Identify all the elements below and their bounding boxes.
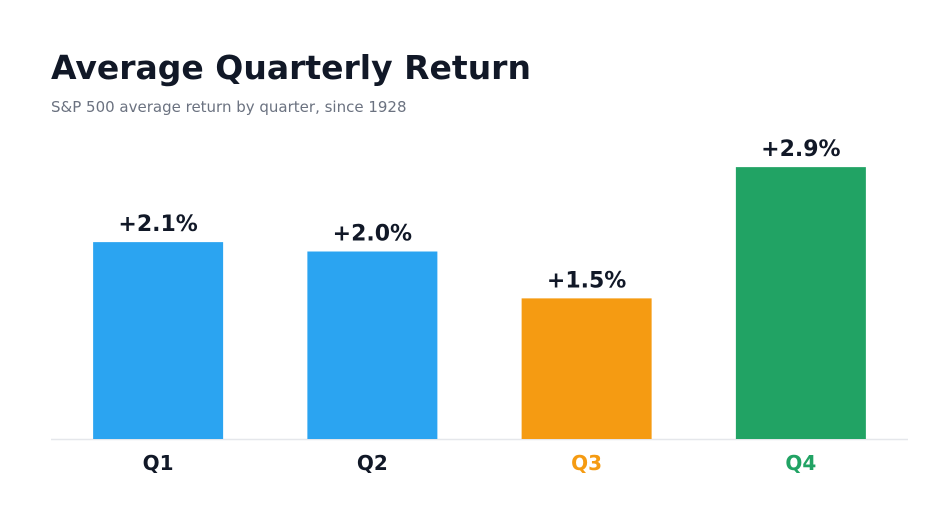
x-tick-labels-group: Q1 Q2 Q3 Q4 xyxy=(143,451,817,475)
bar-q4 xyxy=(735,167,866,439)
bar-q1 xyxy=(93,242,224,439)
value-labels-group: +2.1% +2.0% +1.5% +2.9% xyxy=(118,137,840,293)
x-tick-label-q3: Q3 xyxy=(571,451,602,475)
x-tick-label-q1: Q1 xyxy=(143,451,174,475)
bars-group xyxy=(93,167,866,439)
value-label-q3: +1.5% xyxy=(547,268,626,293)
value-label-q2: +2.0% xyxy=(333,222,412,247)
chart-subtitle: S&P 500 average return by quarter, since… xyxy=(51,98,407,116)
x-tick-label-q2: Q2 xyxy=(357,451,388,475)
x-tick-label-q4: Q4 xyxy=(785,451,816,475)
bar-q3 xyxy=(521,298,652,439)
value-label-q1: +2.1% xyxy=(118,212,197,237)
value-label-q4: +2.9% xyxy=(761,137,840,162)
chart-title: Average Quarterly Return xyxy=(51,48,531,87)
bar-q2 xyxy=(307,251,438,439)
